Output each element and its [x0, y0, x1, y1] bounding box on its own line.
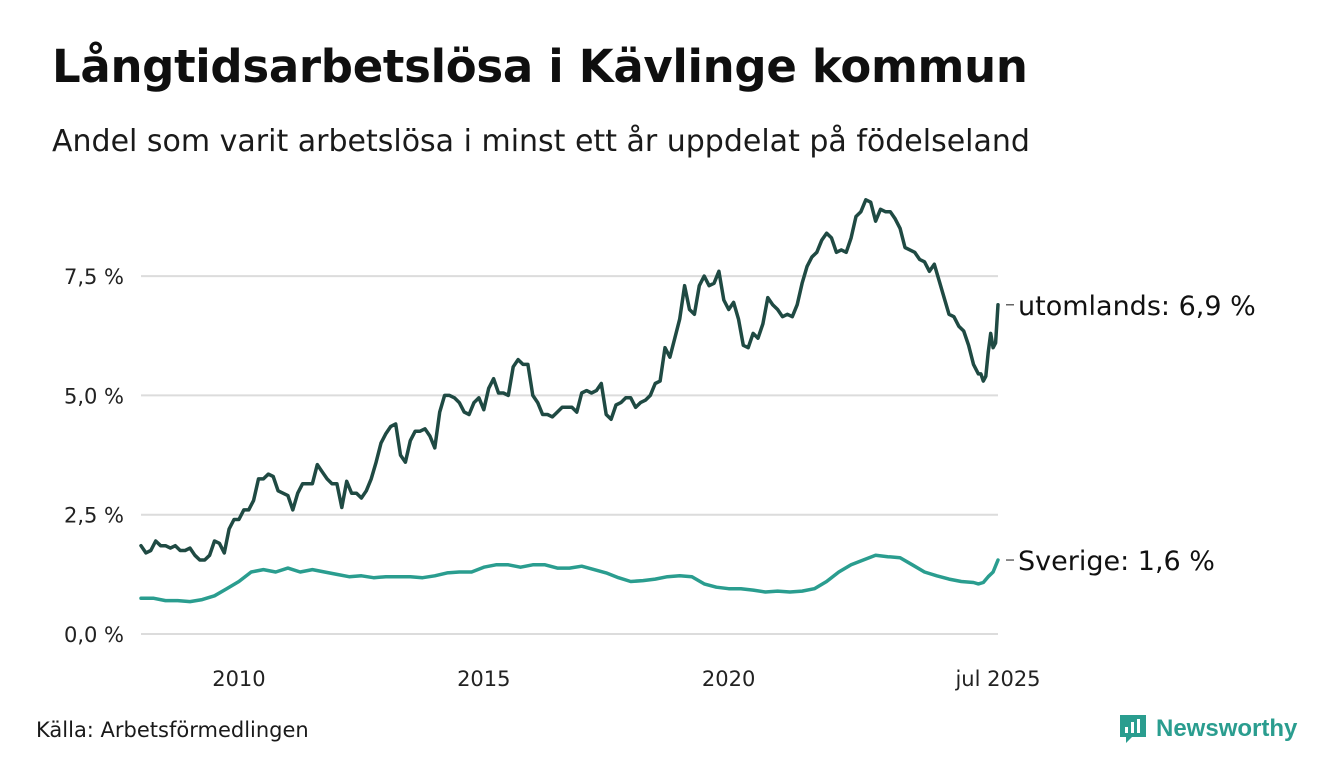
x-tick-label: jul 2025 [954, 667, 1040, 691]
end-label-utomlands: utomlands: 6,9 % [1018, 291, 1256, 322]
chart-subtitle: Andel som varit arbetslösa i minst ett å… [52, 124, 1030, 159]
gridlines [141, 275, 998, 635]
newsworthy-logo-icon [1120, 715, 1146, 743]
x-tick-label: 2015 [457, 667, 510, 691]
series-end-labels: utomlands: 6,9 % Sverige: 1,6 % [1006, 291, 1256, 577]
x-tick-label: 2020 [702, 667, 755, 691]
chart-title: Långtidsarbetslösa i Kävlinge kommun [52, 40, 1028, 93]
y-tick-label: 2,5 % [64, 504, 124, 528]
x-tick-label: 2010 [212, 667, 265, 691]
y-tick-label: 7,5 % [64, 265, 124, 289]
source-note: Källa: Arbetsförmedlingen [36, 718, 309, 742]
series-lines [139, 198, 1000, 604]
x-axis-ticks: 2010 2015 2020 jul 2025 [212, 667, 1040, 691]
y-tick-label: 5,0 % [64, 384, 124, 408]
y-axis-ticks: 0,0 % 2,5 % 5,0 % 7,5 % [64, 265, 124, 647]
series-line-utomlands [139, 198, 1000, 562]
end-label-sverige: Sverige: 1,6 % [1018, 546, 1215, 577]
series-line-sverige [139, 553, 1000, 604]
brand-logo[interactable]: Newsworthy [1118, 713, 1297, 745]
y-tick-label: 0,0 % [64, 623, 124, 647]
brand-name: Newsworthy [1156, 715, 1298, 742]
